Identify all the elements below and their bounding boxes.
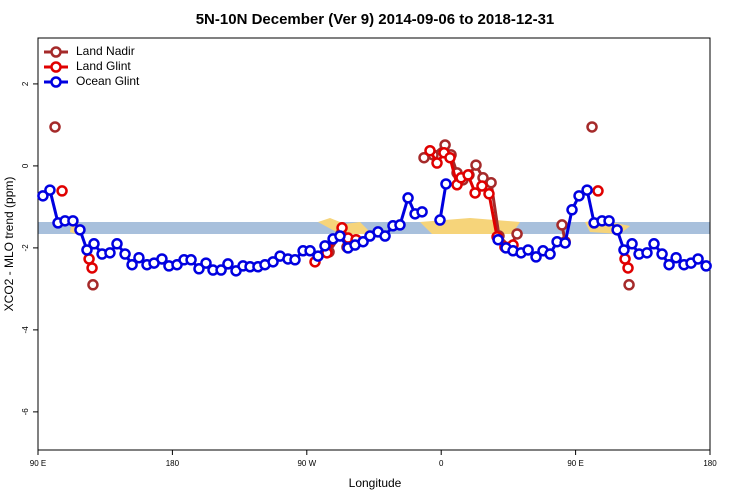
point [462, 169, 474, 181]
point [44, 184, 56, 196]
point [193, 263, 205, 275]
plot-frame [37, 37, 711, 451]
legend-swatch-point [50, 76, 62, 88]
point [416, 206, 428, 218]
point [485, 176, 497, 189]
point [156, 253, 168, 265]
point [556, 219, 568, 231]
point [104, 247, 116, 259]
point [133, 251, 145, 264]
point [440, 178, 452, 190]
point [37, 190, 49, 202]
point [559, 237, 571, 249]
point [470, 159, 482, 171]
point [592, 185, 604, 197]
point [469, 187, 481, 199]
point [511, 228, 523, 240]
point [492, 233, 504, 246]
point [700, 260, 712, 272]
legend-swatch-point [50, 46, 62, 58]
legend-swatch-point [50, 61, 62, 73]
point [670, 251, 682, 264]
point [692, 253, 704, 265]
legend-label: Land Glint [76, 59, 131, 73]
y-tick-label: 0 [21, 163, 30, 168]
legend-label: Ocean Glint [76, 74, 140, 88]
point [566, 204, 578, 216]
point [111, 238, 123, 250]
point [434, 214, 446, 226]
x-tick-label: 0 [439, 459, 444, 468]
y-tick-label: -6 [21, 408, 30, 416]
point [81, 244, 93, 256]
point [544, 248, 556, 260]
point [56, 185, 68, 197]
point [200, 257, 212, 269]
point [304, 245, 316, 257]
x-tick-label: 180 [166, 459, 180, 468]
series [49, 121, 635, 291]
point [87, 279, 99, 291]
point [126, 258, 138, 271]
legend-label: Land Nadir [76, 44, 135, 58]
point [626, 238, 638, 250]
point [185, 254, 197, 266]
point [74, 224, 86, 236]
point [357, 235, 369, 248]
point [618, 244, 630, 256]
point [334, 230, 346, 242]
point [522, 244, 534, 256]
point [619, 253, 631, 265]
point [394, 219, 406, 231]
point [444, 151, 456, 164]
point [119, 248, 131, 260]
y-axis-label: XCO2 - MLO trend (ppm) [2, 177, 16, 312]
point [431, 157, 443, 169]
x-tick-label: 90 W [297, 459, 316, 468]
point [648, 238, 660, 250]
point [622, 262, 634, 274]
y-tick-label: -4 [21, 326, 30, 334]
point [83, 253, 95, 265]
point [424, 144, 436, 157]
point [67, 215, 79, 227]
point [379, 230, 391, 242]
point [289, 254, 301, 266]
point [586, 121, 598, 133]
point [603, 215, 615, 227]
x-tick-label: 90 E [567, 459, 583, 468]
point [623, 279, 635, 291]
point [611, 224, 623, 236]
point [581, 184, 593, 196]
point [215, 264, 227, 276]
point [222, 258, 234, 270]
y-tick-label: -2 [21, 244, 30, 252]
point [663, 258, 675, 271]
x-tick-label: 90 E [30, 459, 46, 468]
x-tick-label: 180 [703, 459, 717, 468]
point [476, 180, 488, 192]
point [656, 248, 668, 260]
point [86, 262, 98, 274]
series [37, 178, 712, 277]
point [530, 251, 542, 263]
point [319, 240, 331, 252]
y-tick-label: 2 [21, 81, 30, 86]
point [88, 238, 100, 250]
point [573, 190, 585, 202]
point [267, 256, 279, 268]
chart-title: 5N-10N December (Ver 9) 2014-09-06 to 20… [196, 11, 555, 28]
point [49, 121, 61, 133]
x-axis-label: Longitude [349, 476, 402, 490]
point [402, 192, 414, 204]
point [641, 247, 653, 259]
point [312, 250, 324, 262]
point [483, 188, 495, 200]
